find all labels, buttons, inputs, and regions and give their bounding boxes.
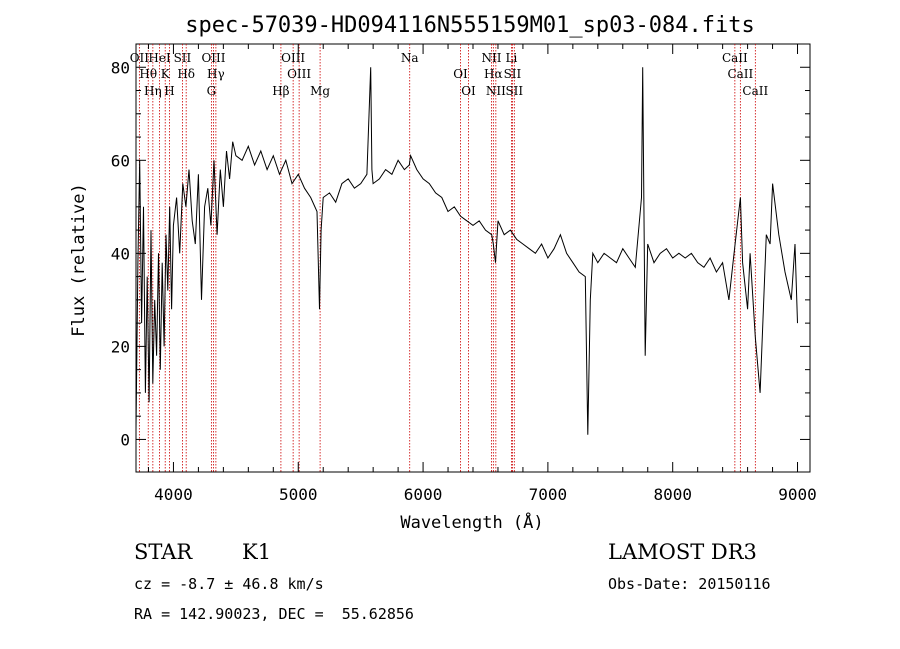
x-tick-label: 9000 <box>778 485 817 504</box>
y-tick-label: 80 <box>111 58 130 77</box>
line-label-23: SII <box>505 84 523 98</box>
line-label-0: OII <box>130 51 150 65</box>
line-label-2: Hη <box>144 84 162 98</box>
line-label-18: NII <box>481 51 501 65</box>
y-tick-label: 40 <box>111 244 130 263</box>
line-label-16: OI <box>453 67 468 81</box>
line-label-14: Mg <box>310 84 330 98</box>
series-flux <box>135 67 798 435</box>
line-label-17: OI <box>461 84 476 98</box>
line-label-19: Hα <box>484 67 503 81</box>
y-tick-label: 0 <box>120 430 130 449</box>
line-label-25: CaII <box>727 67 753 81</box>
reference-lines <box>138 44 756 472</box>
x-tick-label: 5000 <box>279 485 318 504</box>
redshift-cz: cz = -8.7 ± 46.8 km/s <box>134 575 324 593</box>
line-label-21: Li <box>506 51 518 65</box>
chart-title: spec-57039-HD094116N555159M01_sp03-084.f… <box>185 13 755 38</box>
line-label-4: K <box>161 67 171 81</box>
x-tick-label: 4000 <box>154 485 193 504</box>
line-label-10: Hγ <box>207 67 225 81</box>
line-label-8: G <box>207 84 217 98</box>
y-axis-label: Flux (relative) <box>69 183 89 337</box>
line-label-12: OIII <box>281 51 305 65</box>
line-label-24: CaII <box>722 51 748 65</box>
y-tick-label: 60 <box>111 151 130 170</box>
line-label-5: H <box>164 84 174 98</box>
line-label-3: HeI <box>148 51 171 65</box>
x-tick-label: 7000 <box>529 485 568 504</box>
object-class: STAR <box>134 540 193 564</box>
obs-date: Obs-Date: 20150116 <box>608 575 771 593</box>
line-label-26: CaII <box>742 84 768 98</box>
line-labels: OII Hθ Hη HeI KH SII Hδ G OIII Hγ Hβ OIII OIII Mg Na OI… <box>130 51 769 98</box>
ra-dec: RA = 142.90023, DEC = 55.62856 <box>134 605 414 623</box>
line-label-15: Na <box>401 51 419 65</box>
axis-ticks: 4000 5000 6000 7000 8000 9000 0 20 40 60 80 <box>111 44 817 504</box>
plot-frame <box>135 43 811 473</box>
line-label-20: NII <box>486 84 506 98</box>
y-tick-label: 20 <box>111 337 130 356</box>
x-tick-label: 6000 <box>404 485 443 504</box>
line-label-1: Hθ <box>139 67 157 81</box>
survey-name: LAMOST DR3 <box>608 540 757 564</box>
object-subclass: K1 <box>242 540 272 564</box>
line-label-9: OIII <box>201 51 225 65</box>
line-label-6: SII <box>174 51 192 65</box>
x-axis-label: Wavelength (Å) <box>400 511 543 533</box>
line-label-22: SII <box>504 67 522 81</box>
line-label-13: OIII <box>287 67 311 81</box>
line-label-11: Hβ <box>272 84 289 98</box>
line-label-7: Hδ <box>177 67 195 81</box>
x-tick-label: 8000 <box>653 485 692 504</box>
